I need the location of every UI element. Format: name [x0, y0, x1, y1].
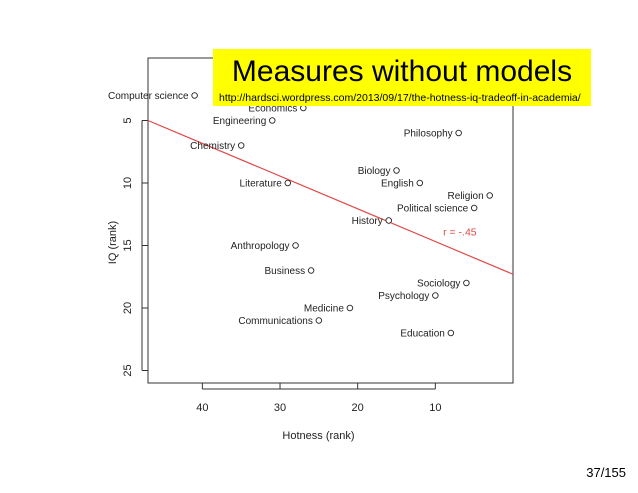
x-tick-label: 30	[274, 402, 286, 414]
point-label: Anthropology	[231, 241, 290, 252]
data-point	[191, 92, 198, 99]
y-axis-title: IQ (rank)	[107, 221, 119, 264]
title-banner: Measures without models http://hardsci.w…	[213, 49, 591, 106]
correlation-label: r = -.45	[443, 227, 477, 239]
y-tick-label: 15	[122, 239, 134, 251]
point-label: Medicine	[304, 304, 344, 315]
x-axis-title: Hotness (rank)	[282, 430, 354, 442]
regression-line	[147, 119, 514, 275]
point-label: Chemistry	[190, 141, 235, 152]
point-label: Religion	[448, 191, 484, 202]
point-label: English	[381, 179, 414, 190]
y-tick-label: 20	[122, 302, 134, 314]
data-point	[300, 104, 307, 112]
point-label: History	[352, 216, 383, 227]
point-label: Communications	[238, 316, 312, 327]
point-label: Economics	[248, 104, 297, 115]
y-tick-label: 10	[122, 177, 134, 189]
x-tick-label: 40	[196, 402, 208, 414]
point-label: Biology	[358, 166, 391, 177]
data-point	[416, 179, 424, 187]
data-point	[486, 192, 493, 199]
data-point	[237, 142, 245, 149]
plot-frame	[147, 57, 514, 384]
point-label: Philosophy	[404, 129, 453, 140]
data-point	[455, 129, 462, 137]
y-tick-label: 5	[122, 117, 134, 123]
data-point	[307, 267, 315, 274]
point-label: Engineering	[213, 116, 266, 127]
data-point	[463, 279, 470, 287]
point-label: Literature	[240, 179, 283, 190]
data-point	[385, 217, 392, 224]
data-point	[346, 304, 354, 312]
point-label: Education	[400, 329, 444, 340]
data-point	[393, 167, 400, 174]
data-point	[432, 292, 439, 299]
data-point	[292, 242, 299, 249]
point-label: Psychology	[378, 291, 429, 302]
source-url: http://hardsci.wordpress.com/2013/09/17/…	[219, 92, 581, 104]
x-tick-label: 20	[352, 402, 364, 414]
page-number: 37/155	[586, 465, 626, 480]
data-point	[447, 329, 455, 337]
data-point	[284, 179, 292, 187]
x-tick-label: 10	[429, 402, 441, 414]
slide-title: Measures without models	[231, 55, 573, 88]
point-label: Sociology	[417, 279, 460, 290]
data-point	[470, 204, 478, 212]
data-point	[269, 117, 276, 124]
data-point	[315, 317, 323, 324]
point-label: Business	[265, 266, 306, 277]
point-label: Computer science	[108, 91, 189, 102]
point-label: Political science	[397, 204, 469, 215]
y-tick-label: 25	[122, 364, 134, 376]
